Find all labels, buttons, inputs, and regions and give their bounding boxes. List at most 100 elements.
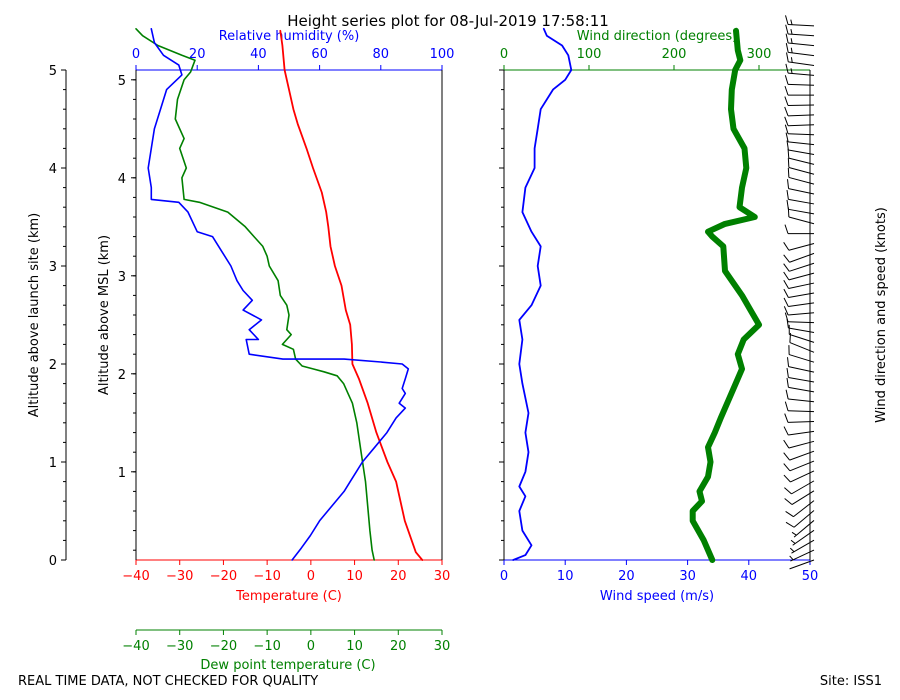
wind-barb-feather	[783, 254, 790, 263]
wind-barb	[786, 367, 815, 383]
wind-dir-tick-label: 100	[577, 47, 602, 62]
wind-barb-feather	[784, 312, 789, 322]
dewpoint-tick-label: −30	[166, 639, 193, 654]
wind-barb	[787, 179, 815, 195]
dewpoint-tick-label: 10	[346, 639, 363, 654]
wind-barb-feather	[787, 357, 790, 367]
wind-speed-axis-label: Wind speed (m/s)	[600, 589, 714, 604]
wind-panel: 0 10 20 30 40 50 Wind speed (m/s) 0 100 200 300 Win…	[499, 27, 818, 604]
wind-barb	[790, 529, 815, 546]
wind-barb-feather	[784, 401, 789, 411]
wind-barb	[783, 280, 815, 289]
wind-barb-shaft	[789, 333, 815, 343]
temp-tick-label: −40	[122, 569, 149, 584]
msl-tick-label: 3	[118, 270, 126, 285]
wind-barb-shaft	[791, 539, 815, 554]
wind-barb-feather	[786, 189, 789, 200]
temp-tick-label: −30	[166, 569, 193, 584]
wind-barb-half-feather	[789, 547, 795, 553]
temp-tick-label: 0	[307, 569, 315, 584]
wind-barb	[785, 500, 815, 518]
figure-title: Height series plot for 08-Jul-2019 17:58…	[287, 12, 609, 30]
wind-barb	[787, 148, 815, 165]
wind-speed-tick-label: 40	[741, 569, 758, 584]
wind-barb-feather	[784, 85, 789, 96]
dewpoint-tick-label: 20	[390, 639, 407, 654]
wind-barb	[787, 158, 815, 175]
barb-axis-label: Wind direction and speed (knots)	[874, 207, 889, 423]
wind-barb	[786, 189, 815, 205]
wind-barb-shaft	[789, 460, 815, 472]
agl-tick-label: 3	[49, 260, 57, 275]
wind-barb-shaft	[788, 292, 815, 298]
dewpoint-tick-label: 30	[434, 639, 451, 654]
wind-barb-feather	[783, 426, 789, 436]
wind-barb-feather	[785, 24, 789, 35]
wind-barb	[785, 43, 815, 57]
wind-barb	[785, 33, 815, 47]
wind-barb-feather	[784, 75, 789, 85]
wind-barb-feather	[784, 487, 792, 495]
wind-barb	[789, 539, 815, 554]
wind-barb-feather	[786, 377, 789, 388]
agl-tick-label: 2	[49, 358, 57, 373]
site-label: Site: ISS1	[819, 674, 882, 689]
wind-barb-shaft	[789, 342, 815, 353]
wind-barb-feather	[786, 199, 789, 210]
wind-barb	[788, 345, 815, 363]
wind-barb-feather	[783, 271, 790, 281]
wind-barb-shaft	[788, 398, 815, 403]
wind-barb-shaft	[788, 149, 815, 155]
wind-barb	[784, 401, 815, 413]
wind-barb-shaft	[788, 354, 815, 363]
wind-barb-feather	[787, 167, 790, 178]
wind-barb-feather	[784, 106, 789, 116]
wind-barb	[783, 439, 815, 449]
wind-barb	[783, 470, 815, 483]
wind-barb	[787, 167, 815, 185]
msl-tick-label: 5	[118, 74, 126, 89]
wind-barb-feather	[785, 511, 794, 518]
msl-axis-label: Altitude above MSL (km)	[97, 235, 112, 395]
wind-barb-half-feather	[790, 539, 796, 544]
wind-barb	[784, 312, 815, 324]
wind-barb-shaft	[788, 282, 815, 289]
wind-barb-feather	[783, 463, 791, 472]
wind-barb-feather	[785, 389, 789, 400]
wind-barb	[783, 450, 815, 461]
wind-barb-feather	[786, 140, 789, 151]
wind-barb-shaft	[788, 312, 815, 316]
temp-axis-label: Temperature (C)	[235, 589, 342, 604]
wind-barb-half-feather	[790, 68, 793, 74]
wind-barb	[785, 63, 815, 76]
wind-barb-feather	[785, 63, 789, 74]
wind-barb-shaft	[788, 302, 815, 307]
wind-barb-shaft	[788, 61, 815, 66]
wind-barb-half-feather	[790, 57, 793, 63]
wind-barb	[783, 288, 815, 298]
wind-barb	[783, 271, 815, 281]
wind-barb	[784, 116, 815, 127]
wind-barb-shaft	[789, 450, 815, 461]
wind-dir-tick-label: 200	[662, 47, 687, 62]
wind-barb	[788, 324, 815, 343]
wind-direction-line	[689, 27, 762, 563]
wind-dir-tick-label: 0	[500, 47, 508, 62]
temperature-line	[279, 29, 424, 561]
wind-barb-shaft	[791, 490, 815, 505]
rh-tick-label: 20	[189, 47, 206, 62]
wind-barb-feather	[787, 158, 790, 168]
wind-barb-shaft	[788, 376, 815, 383]
wind-barb	[784, 75, 815, 86]
wind-barb-shaft	[790, 470, 815, 483]
wind-barb-shaft	[788, 188, 815, 195]
rh-axis-label: Relative humidity (%)	[219, 29, 360, 44]
rh-tick-label: 60	[311, 47, 328, 62]
wind-barb	[784, 124, 815, 136]
wind-barb-shaft	[793, 500, 815, 518]
wind-speed-tick-label: 20	[618, 569, 635, 584]
wind-barb-feather	[784, 224, 789, 234]
wind-barb-half-feather	[791, 531, 797, 536]
wind-barb	[783, 426, 815, 436]
